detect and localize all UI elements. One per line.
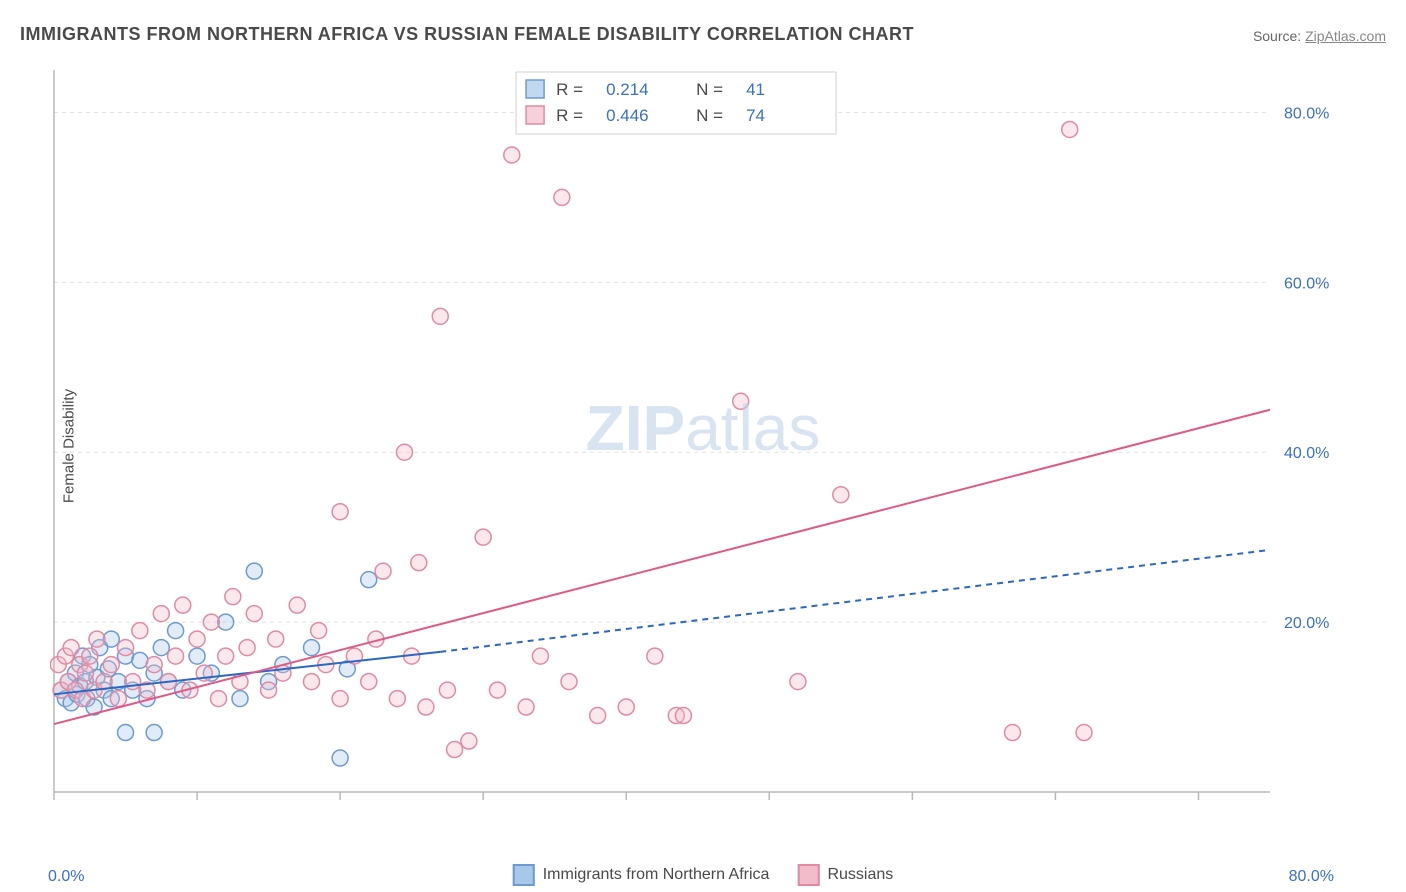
svg-text:N =: N = bbox=[696, 106, 723, 125]
svg-text:80.0%: 80.0% bbox=[1284, 105, 1329, 122]
source-label: Source: bbox=[1253, 28, 1305, 44]
svg-text:20.0%: 20.0% bbox=[1284, 615, 1329, 632]
legend-swatch-a bbox=[513, 864, 535, 886]
legend-swatch-b bbox=[797, 864, 819, 886]
svg-text:R =: R = bbox=[556, 106, 583, 125]
source-link[interactable]: ZipAtlas.com bbox=[1305, 28, 1386, 44]
svg-text:40.0%: 40.0% bbox=[1284, 445, 1329, 462]
legend-label-b: Russians bbox=[827, 866, 893, 884]
svg-text:0.214: 0.214 bbox=[606, 80, 649, 99]
svg-text:60.0%: 60.0% bbox=[1284, 275, 1329, 292]
scatter-plot: 20.0% 40.0% 60.0% 80.0% R = 0.214 N = 41 R = 0.44… bbox=[50, 62, 1340, 820]
source-attribution: Source: ZipAtlas.com bbox=[1253, 28, 1386, 44]
x-axis-min-label: 0.0% bbox=[48, 868, 84, 886]
bottom-legend: Immigrants from Northern Africa Russians bbox=[513, 864, 894, 886]
svg-text:0.446: 0.446 bbox=[606, 106, 649, 125]
x-axis-max-label: 80.0% bbox=[1289, 868, 1334, 886]
legend-item-series-a: Immigrants from Northern Africa bbox=[513, 864, 770, 886]
svg-text:R =: R = bbox=[556, 80, 583, 99]
legend-item-series-b: Russians bbox=[797, 864, 893, 886]
svg-text:41: 41 bbox=[746, 80, 765, 99]
svg-text:N =: N = bbox=[696, 80, 723, 99]
legend-label-a: Immigrants from Northern Africa bbox=[543, 866, 770, 884]
svg-text:74: 74 bbox=[746, 106, 765, 125]
chart-title: IMMIGRANTS FROM NORTHERN AFRICA VS RUSSI… bbox=[20, 24, 914, 45]
